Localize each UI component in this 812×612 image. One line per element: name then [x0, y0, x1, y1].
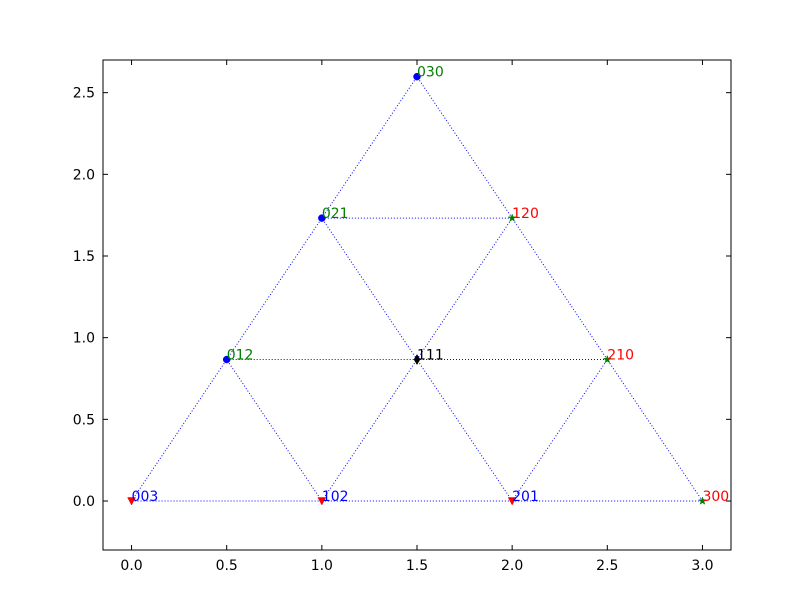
y-tick-label: 2.0	[73, 167, 95, 183]
point-label: 201	[512, 489, 539, 505]
point	[317, 497, 327, 506]
point	[507, 213, 517, 222]
plot-frame	[102, 59, 732, 551]
point	[602, 354, 612, 364]
point	[318, 214, 326, 222]
lattice-line	[606, 359, 703, 502]
x-tick-label: 1.5	[406, 558, 428, 574]
point-label: 012	[227, 348, 254, 364]
point-label: 003	[132, 489, 159, 505]
lattice-line	[226, 359, 323, 502]
lattice-line	[321, 359, 418, 502]
lattice-line	[416, 217, 513, 360]
point-label: 102	[322, 489, 349, 505]
point-label: 300	[702, 489, 729, 505]
x-tick-label: 2.5	[596, 558, 618, 574]
x-tick-label: 1.0	[311, 558, 333, 574]
point	[222, 355, 231, 364]
lattice-line	[226, 217, 323, 360]
point	[697, 496, 707, 505]
point	[413, 72, 421, 81]
lattice-line	[321, 217, 418, 360]
x-tick-label: 3.0	[691, 558, 713, 574]
lattice-line	[416, 76, 513, 219]
point	[127, 497, 136, 506]
x-tick-label: 0.0	[120, 558, 142, 574]
lattice-line	[511, 359, 608, 502]
lattice-line	[416, 359, 513, 502]
point-label: 021	[322, 206, 349, 222]
y-tick-label: 1.5	[73, 249, 95, 265]
point-label: 210	[607, 348, 634, 364]
y-tick-label: 1.0	[73, 331, 95, 347]
x-tick-label: 0.5	[216, 558, 238, 574]
x-tick-label: 2.0	[501, 558, 523, 574]
lattice-line	[131, 359, 228, 502]
point	[413, 354, 421, 366]
y-tick-label: 0.0	[73, 494, 95, 510]
y-tick-label: 0.5	[73, 412, 95, 428]
lattice-line	[321, 76, 418, 219]
point	[507, 497, 517, 506]
point-label: 030	[417, 65, 444, 81]
lattice-line	[511, 217, 608, 360]
point-label: 111	[417, 348, 444, 364]
point-label: 120	[512, 206, 539, 222]
y-tick-label: 2.5	[73, 86, 95, 102]
